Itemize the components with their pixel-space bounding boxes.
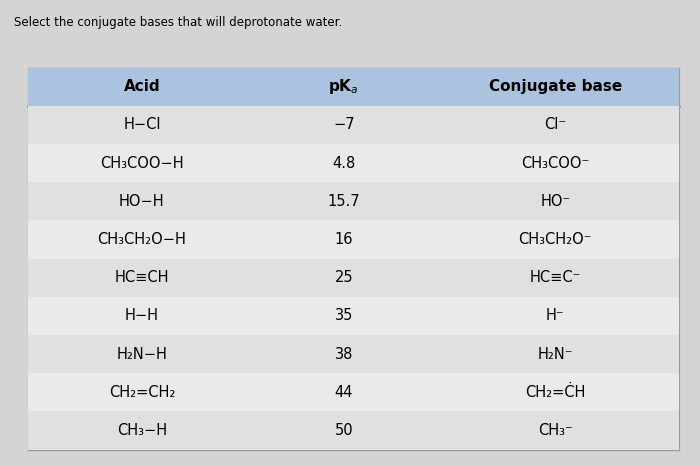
Text: CH₂=ĊH: CH₂=ĊH (525, 385, 585, 400)
Text: Conjugate base: Conjugate base (489, 79, 622, 94)
Text: HO−H: HO−H (119, 194, 164, 209)
Text: Acid: Acid (124, 79, 160, 94)
Text: CH₃⁻: CH₃⁻ (538, 423, 573, 438)
Text: 35: 35 (335, 308, 353, 323)
Text: HO⁻: HO⁻ (540, 194, 570, 209)
Text: CH₃COO−H: CH₃COO−H (100, 156, 183, 171)
Text: CH₂=CH₂: CH₂=CH₂ (108, 385, 175, 400)
Text: CH₃CH₂O−H: CH₃CH₂O−H (97, 232, 186, 247)
Text: 50: 50 (335, 423, 353, 438)
Text: Cl⁻: Cl⁻ (544, 117, 566, 132)
Text: HC≡C⁻: HC≡C⁻ (530, 270, 581, 285)
Text: CH₃COO⁻: CH₃COO⁻ (522, 156, 589, 171)
Text: 38: 38 (335, 347, 353, 362)
Text: Select the conjugate bases that will deprotonate water.: Select the conjugate bases that will dep… (14, 16, 342, 29)
Text: 25: 25 (335, 270, 353, 285)
Text: CH₃CH₂O⁻: CH₃CH₂O⁻ (519, 232, 592, 247)
Text: 44: 44 (335, 385, 353, 400)
Text: H₂N⁻: H₂N⁻ (538, 347, 573, 362)
Text: H−Cl: H−Cl (123, 117, 161, 132)
Text: −7: −7 (333, 117, 354, 132)
Text: CH₃−H: CH₃−H (117, 423, 167, 438)
Text: 15.7: 15.7 (328, 194, 360, 209)
Text: H₂N−H: H₂N−H (116, 347, 167, 362)
Text: H−H: H−H (125, 308, 159, 323)
Text: HC≡CH: HC≡CH (115, 270, 169, 285)
Text: 16: 16 (335, 232, 353, 247)
Text: pK$_a$: pK$_a$ (328, 77, 359, 96)
Text: H⁻: H⁻ (546, 308, 565, 323)
Text: 4.8: 4.8 (332, 156, 356, 171)
